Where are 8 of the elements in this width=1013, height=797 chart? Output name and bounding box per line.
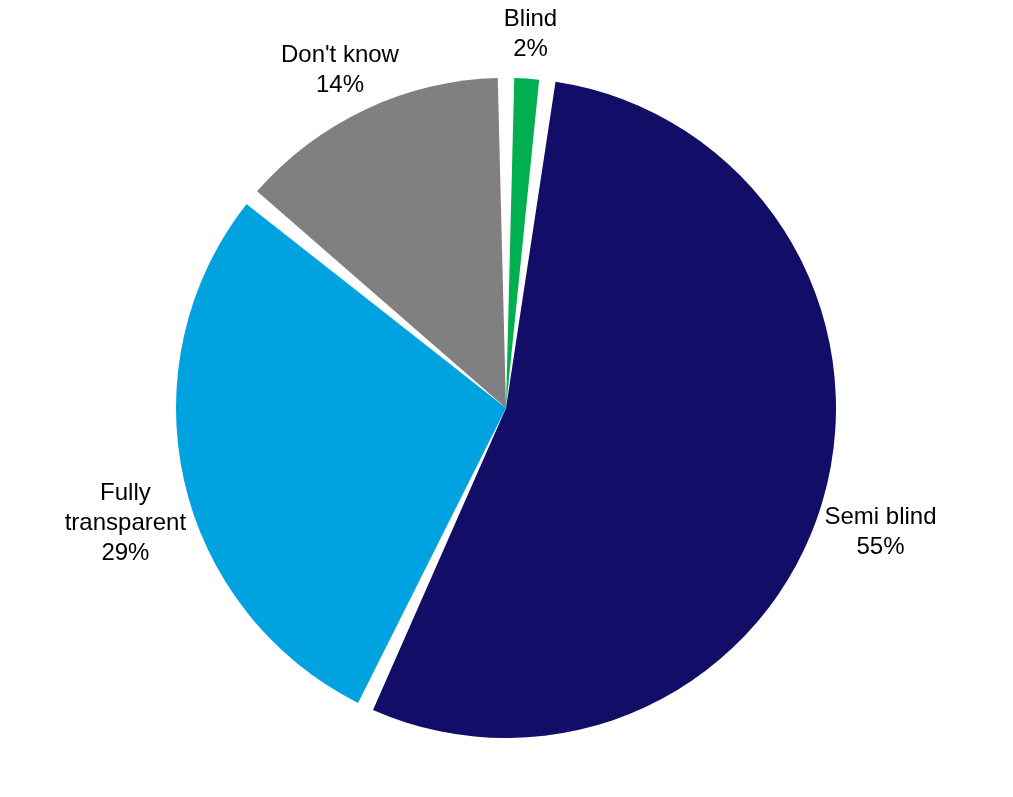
slice-label: Don't know (280, 40, 400, 68)
slice-label: Fully transparent (64, 478, 187, 536)
data-label: 14% (315, 70, 364, 98)
data-label: 55% (856, 531, 905, 559)
data-label: 2% (513, 33, 548, 61)
data-label: 29% (101, 538, 150, 566)
slice-label: Semi blind (824, 501, 937, 529)
slice-label: Blind (503, 3, 558, 31)
